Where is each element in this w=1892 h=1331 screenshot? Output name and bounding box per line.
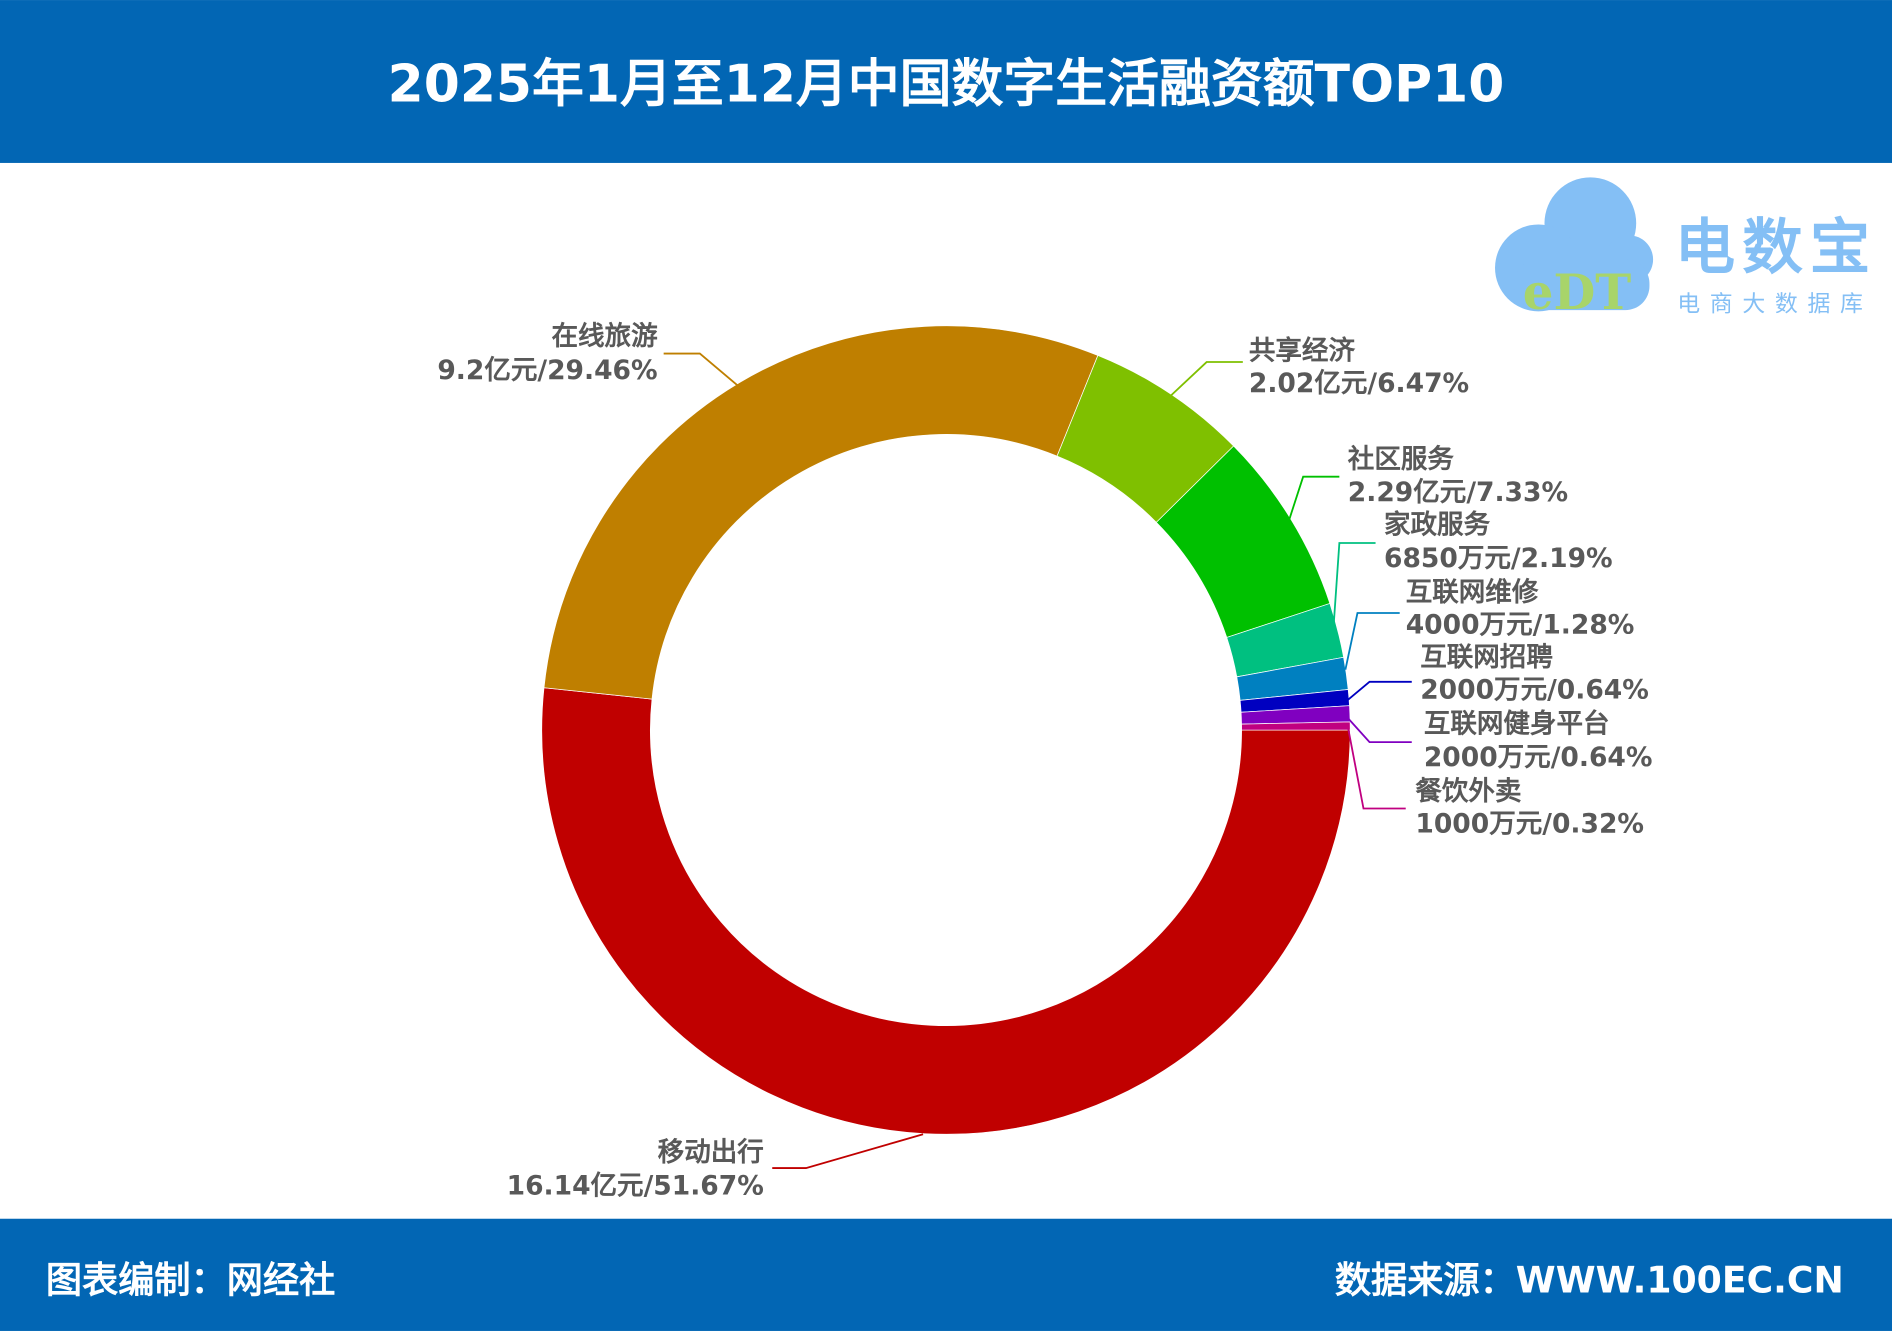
leader-line-6 (1347, 680, 1412, 701)
cloud-icon (1495, 177, 1654, 312)
leader-line-4 (1332, 542, 1376, 630)
slice-0 (541, 687, 1351, 1135)
slice-label-name-2: 共享经济 (1249, 336, 1356, 367)
donut-slices (541, 325, 1351, 1135)
leader-line-1 (663, 352, 740, 387)
leader-line-7 (1347, 717, 1412, 744)
slice-label-value-4: 6850万元/2.19% (1384, 543, 1613, 574)
slice-label-name-5: 互联网维修 (1406, 577, 1539, 608)
footer-credit: 图表编制：网经社 (46, 1258, 336, 1301)
slice-label-value-3: 2.29亿元/7.33% (1348, 477, 1568, 508)
slice-label-name-3: 社区服务 (1348, 444, 1455, 475)
slice-label-value-0: 16.14亿元/51.67% (507, 1171, 764, 1202)
leader-line-5 (1344, 612, 1400, 670)
logo-mark: eDT (1523, 265, 1632, 321)
slice-label-name-1: 在线旅游 (551, 321, 658, 352)
leader-line-3 (1287, 475, 1340, 522)
slice-label-value-6: 2000万元/0.64% (1420, 675, 1649, 706)
slice-label-name-4: 家政服务 (1384, 509, 1491, 540)
slice-labels: 移动出行16.14亿元/51.67%在线旅游9.2亿元/29.46%共享经济2.… (437, 321, 1652, 1201)
slice-label-value-1: 9.2亿元/29.46% (437, 355, 657, 386)
slice-label-name-7: 互联网健身平台 (1424, 708, 1610, 739)
footer-source: 数据来源：WWW.100EC.CN (1335, 1258, 1844, 1301)
logo-tagline: 电商大数据库 (1677, 291, 1872, 317)
footer-bar (0, 1218, 1892, 1331)
page-title: 2025年1月至12月中国数字生活融资额TOP10 (388, 54, 1505, 114)
leader-line-2 (1167, 361, 1243, 399)
slice-label-value-5: 4000万元/1.28% (1406, 610, 1635, 641)
header-bar (0, 0, 1892, 163)
slice-label-value-7: 2000万元/0.64% (1424, 742, 1653, 773)
leader-line-8 (1346, 726, 1406, 810)
leader-line-0 (772, 1133, 924, 1169)
slice-label-value-8: 1000万元/0.32% (1415, 809, 1644, 840)
slice-8 (1241, 721, 1351, 731)
logo: eDT 电数宝 电商大数据库 (1495, 177, 1878, 321)
slice-label-name-6: 互联网招聘 (1420, 642, 1553, 673)
slice-label-name-0: 移动出行 (658, 1137, 764, 1168)
slice-label-name-8: 餐饮外卖 (1415, 776, 1521, 807)
slice-label-value-2: 2.02亿元/6.47% (1249, 368, 1469, 399)
slice-1 (543, 325, 1099, 700)
logo-name: 电数宝 (1675, 213, 1878, 283)
